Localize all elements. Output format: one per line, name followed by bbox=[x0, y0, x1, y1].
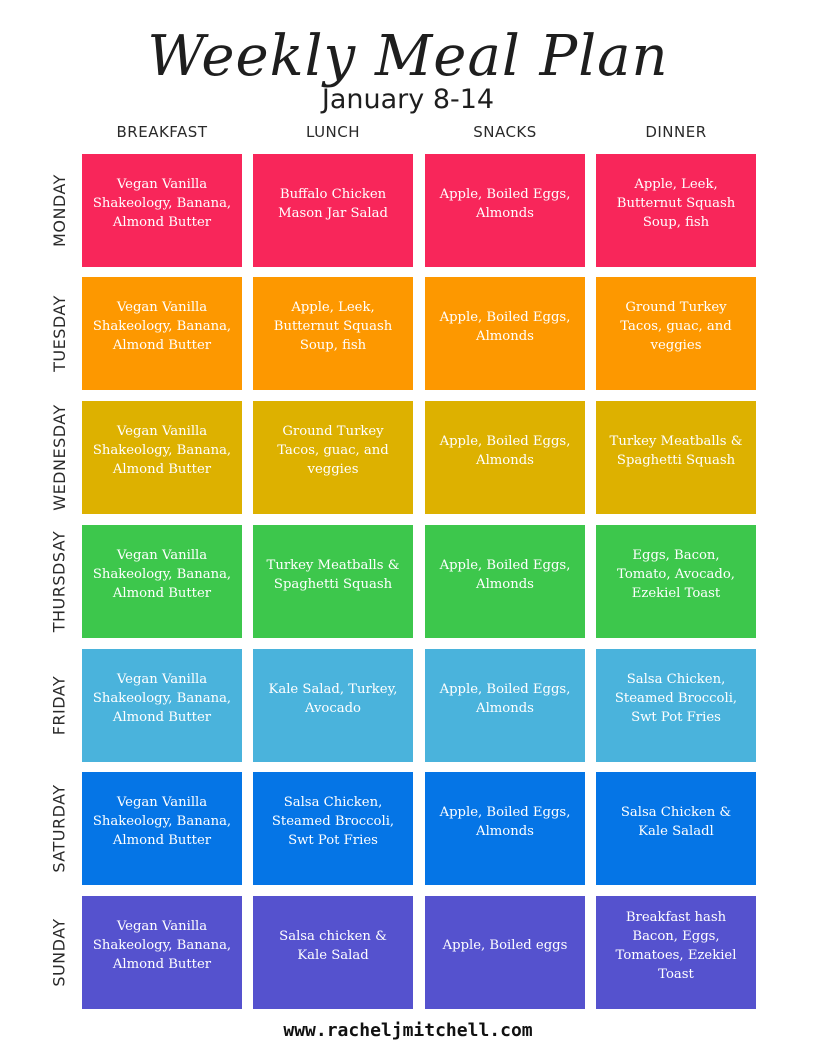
meal-cell-lunch: Salsa Chicken, Steamed Broccoli, Swt Pot… bbox=[253, 772, 413, 885]
day-label-text: THURSDSAY bbox=[49, 530, 69, 633]
meal-text: Vegan Vanilla Shakeology, Banana, Almond… bbox=[92, 672, 232, 725]
meal-cell-dinner: Ground Turkey Tacos, guac, and veggies bbox=[596, 277, 756, 390]
meal-cell-snacks: Apple, Boiled eggs bbox=[425, 896, 585, 1009]
day-label: THURSDSAY bbox=[44, 525, 74, 638]
meal-text: Salsa Chicken, Steamed Broccoli, Swt Pot… bbox=[271, 795, 395, 848]
meal-text: Breakfast hash Bacon, Eggs, Tomatoes, Ez… bbox=[615, 909, 737, 982]
meal-text: Salsa Chicken, Steamed Broccoli, Swt Pot… bbox=[614, 672, 738, 725]
meal-cell-dinner: Salsa Chicken, Steamed Broccoli, Swt Pot… bbox=[596, 649, 756, 762]
day-label-text: SUNDAY bbox=[49, 918, 69, 987]
meal-text: Apple, Boiled Eggs, Almonds bbox=[439, 557, 571, 592]
day-label-text: SATURDAY bbox=[49, 784, 69, 873]
meal-cell-dinner: Apple, Leek, Butternut Squash Soup, fish bbox=[596, 154, 756, 267]
day-label: SUNDAY bbox=[44, 896, 74, 1009]
meal-cell-dinner: Salsa Chicken & Kale Saladl bbox=[596, 772, 756, 885]
meal-cell-snacks: Apple, Boiled Eggs, Almonds bbox=[425, 154, 585, 267]
date-range-subtitle: January 8-14 bbox=[321, 84, 495, 115]
meal-cell-lunch: Ground Turkey Tacos, guac, and veggies bbox=[253, 401, 413, 514]
meal-cell-snacks: Apple, Boiled Eggs, Almonds bbox=[425, 772, 585, 885]
column-header-lunch: LUNCH bbox=[305, 123, 361, 141]
meal-text: Vegan Vanilla Shakeology, Banana, Almond… bbox=[92, 795, 232, 848]
column-header-snacks: SNACKS bbox=[473, 123, 537, 141]
meal-cell-breakfast: Vegan Vanilla Shakeology, Banana, Almond… bbox=[82, 154, 242, 267]
day-label: WEDNESDAY bbox=[44, 401, 74, 514]
meal-text: Eggs, Bacon, Tomato, Avocado, Ezekiel To… bbox=[617, 548, 735, 601]
day-label-text: FRIDAY bbox=[49, 675, 69, 736]
meal-text: Buffalo Chicken Mason Jar Salad bbox=[278, 186, 388, 221]
meal-cell-dinner: Turkey Meatballs & Spaghetti Squash bbox=[596, 401, 756, 514]
meal-cell-breakfast: Vegan Vanilla Shakeology, Banana, Almond… bbox=[82, 772, 242, 885]
meal-cell-lunch: Kale Salad, Turkey, Avocado bbox=[253, 649, 413, 762]
meal-cell-lunch: Apple, Leek, Butternut Squash Soup, fish bbox=[253, 277, 413, 390]
column-header-dinner: DINNER bbox=[645, 123, 707, 141]
meal-cell-snacks: Apple, Boiled Eggs, Almonds bbox=[425, 649, 585, 762]
meal-text: Apple, Boiled Eggs, Almonds bbox=[439, 433, 571, 468]
meal-cell-breakfast: Vegan Vanilla Shakeology, Banana, Almond… bbox=[82, 401, 242, 514]
meal-text: Turkey Meatballs & Spaghetti Squash bbox=[266, 557, 400, 592]
meal-cell-breakfast: Vegan Vanilla Shakeology, Banana, Almond… bbox=[82, 649, 242, 762]
meal-cell-lunch: Turkey Meatballs & Spaghetti Squash bbox=[253, 525, 413, 638]
column-header-breakfast: BREAKFAST bbox=[116, 123, 208, 141]
meal-text: Vegan Vanilla Shakeology, Banana, Almond… bbox=[92, 548, 232, 601]
meal-text: Vegan Vanilla Shakeology, Banana, Almond… bbox=[92, 919, 232, 972]
meal-cell-snacks: Apple, Boiled Eggs, Almonds bbox=[425, 277, 585, 390]
meal-text: Ground Turkey Tacos, guac, and veggies bbox=[620, 300, 732, 353]
meal-text: Apple, Leek, Butternut Squash Soup, fish bbox=[273, 300, 393, 353]
meal-cell-lunch: Salsa chicken & Kale Salad bbox=[253, 896, 413, 1009]
meal-text: Apple, Boiled Eggs, Almonds bbox=[439, 681, 571, 716]
meal-text: Vegan Vanilla Shakeology, Banana, Almond… bbox=[92, 177, 232, 230]
day-label-text: MONDAY bbox=[49, 174, 69, 247]
meal-cell-lunch: Buffalo Chicken Mason Jar Salad bbox=[253, 154, 413, 267]
meal-cell-breakfast: Vegan Vanilla Shakeology, Banana, Almond… bbox=[82, 896, 242, 1009]
meal-text: Salsa chicken & Kale Salad bbox=[279, 928, 387, 963]
meal-text: Apple, Boiled Eggs, Almonds bbox=[439, 804, 571, 839]
meal-text: Apple, Boiled Eggs, Almonds bbox=[439, 309, 571, 344]
meal-cell-breakfast: Vegan Vanilla Shakeology, Banana, Almond… bbox=[82, 525, 242, 638]
meal-cell-snacks: Apple, Boiled Eggs, Almonds bbox=[425, 401, 585, 514]
meal-text: Vegan Vanilla Shakeology, Banana, Almond… bbox=[92, 300, 232, 353]
day-label: MONDAY bbox=[44, 154, 74, 267]
meal-text: Kale Salad, Turkey, Avocado bbox=[268, 681, 398, 716]
meal-text: Apple, Boiled Eggs, Almonds bbox=[439, 186, 571, 221]
meal-cell-dinner: Breakfast hash Bacon, Eggs, Tomatoes, Ez… bbox=[596, 896, 756, 1009]
website-footer: www.racheljmitchell.com bbox=[283, 1020, 533, 1041]
day-label-text: TUESDAY bbox=[49, 295, 69, 372]
day-label: TUESDAY bbox=[44, 277, 74, 390]
meal-text: Vegan Vanilla Shakeology, Banana, Almond… bbox=[92, 424, 232, 477]
meal-text: Apple, Leek, Butternut Squash Soup, fish bbox=[616, 177, 736, 230]
day-label: FRIDAY bbox=[44, 649, 74, 762]
day-label-text: WEDNESDAY bbox=[49, 404, 69, 511]
day-label: SATURDAY bbox=[44, 772, 74, 885]
meal-text: Ground Turkey Tacos, guac, and veggies bbox=[277, 424, 389, 477]
meal-text: Apple, Boiled eggs bbox=[442, 938, 568, 953]
page-title: Weekly Meal Plan bbox=[147, 24, 669, 89]
meal-text: Turkey Meatballs & Spaghetti Squash bbox=[609, 433, 743, 468]
meal-cell-dinner: Eggs, Bacon, Tomato, Avocado, Ezekiel To… bbox=[596, 525, 756, 638]
meal-cell-breakfast: Vegan Vanilla Shakeology, Banana, Almond… bbox=[82, 277, 242, 390]
meal-cell-snacks: Apple, Boiled Eggs, Almonds bbox=[425, 525, 585, 638]
meal-text: Salsa Chicken & Kale Saladl bbox=[620, 804, 732, 839]
